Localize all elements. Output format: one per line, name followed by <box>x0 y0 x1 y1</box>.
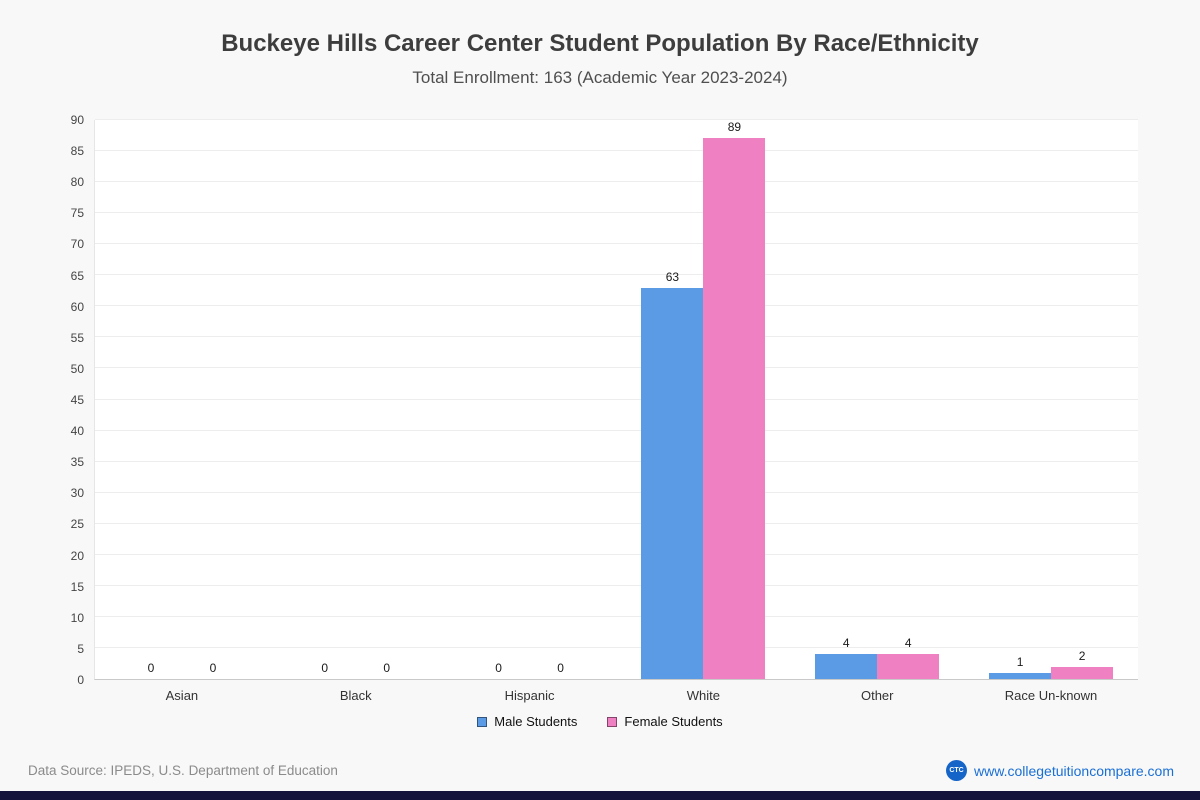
legend-item-female-students[interactable]: Female Students <box>607 714 723 729</box>
bar-slot-female-students-asian: 0 <box>182 120 244 679</box>
gridline <box>95 119 1138 120</box>
chart-subtitle: Total Enrollment: 163 (Academic Year 202… <box>412 68 788 87</box>
bar-slot-female-students-white: 89 <box>703 120 766 679</box>
y-axis-tick-label: 65 <box>70 268 84 283</box>
gridline <box>95 429 1138 431</box>
bar-value-label: 0 <box>147 661 155 675</box>
bar-slot-female-students-race-un-known: 2 <box>1051 120 1114 679</box>
bar-slot-female-students-other: 4 <box>877 120 940 679</box>
legend-label-male-students: Male Students <box>494 714 578 729</box>
bar-slot-male-students-black: 0 <box>294 120 356 679</box>
bar-slot-female-students-black: 0 <box>356 120 418 679</box>
y-axis-tick-label: 10 <box>70 610 84 625</box>
y-axis-tick-label: 40 <box>70 424 84 439</box>
bar-value-label: 89 <box>727 120 742 134</box>
y-axis-tick-label: 75 <box>70 206 84 221</box>
bottom-strip <box>0 791 1200 800</box>
gridline <box>95 274 1138 276</box>
x-axis-label-other: Other <box>860 688 894 703</box>
legend-item-male-students[interactable]: Male Students <box>477 714 577 729</box>
gridline <box>95 243 1138 245</box>
y-axis-tick-label: 85 <box>70 144 84 159</box>
y-axis-tick-label: 30 <box>70 486 84 501</box>
legend-swatch-male-students <box>477 716 488 727</box>
y-axis-tick-label: 45 <box>70 393 84 407</box>
gridline <box>95 398 1138 400</box>
gridline <box>95 367 1138 369</box>
bar-male-students-race-un-known[interactable] <box>989 672 1052 679</box>
legend-swatch-female-students <box>607 716 618 727</box>
y-axis-tick-label: 5 <box>77 641 84 656</box>
x-axis-label-race-un-known: Race Un-known <box>1004 688 1098 703</box>
y-axis-tick-label: 55 <box>70 330 84 345</box>
plot-area: 0 0 0 0 0 0 63 89 4 4 1 2 Asian Black Hispanic White Ot… <box>94 119 1138 703</box>
y-axis-tick-label: 20 <box>70 548 84 563</box>
gridline <box>95 460 1138 462</box>
data-source-note: Data Source: IPEDS, U.S. Department of E… <box>28 763 338 778</box>
gridline <box>95 305 1138 307</box>
footer-branding: CTC www.collegetuitioncompare.com <box>946 760 1174 781</box>
gridline <box>95 646 1138 648</box>
gridline <box>95 212 1138 214</box>
bar-value-label: 1 <box>1016 654 1024 669</box>
bar-female-students-race-un-known[interactable] <box>1051 666 1114 679</box>
gridline <box>95 491 1138 493</box>
y-axis-tick-label: 60 <box>70 299 84 314</box>
bar-value-label: 0 <box>383 661 391 675</box>
bar-male-students-white[interactable] <box>641 287 704 679</box>
gridline <box>95 181 1138 183</box>
bar-male-students-other[interactable] <box>815 654 878 679</box>
x-axis-label-asian: Asian <box>165 688 199 703</box>
bar-value-label: 63 <box>665 269 680 284</box>
bar-value-label: 0 <box>321 661 329 675</box>
ctc-logo-icon: CTC <box>946 760 968 781</box>
bar-slot-male-students-other: 4 <box>815 120 878 679</box>
y-axis-tick-label: 70 <box>70 237 84 252</box>
gridline <box>95 615 1138 617</box>
y-axis-tick-label: 15 <box>70 579 84 594</box>
y-axis-tick-label: 80 <box>70 175 84 190</box>
y-axis-tick-label: 0 <box>77 673 84 687</box>
y-axis: 0 5 10 15 20 25 30 35 40 45 50 55 60 65 70 75 80 85 90 <box>38 113 94 687</box>
y-axis-tick-label: 50 <box>70 361 84 376</box>
bar-value-label: 0 <box>495 661 502 675</box>
bar-female-students-other[interactable] <box>877 654 940 679</box>
bar-value-label: 2 <box>1078 648 1086 663</box>
bar-slot-male-students-white: 63 <box>641 120 704 679</box>
gridline <box>95 522 1138 524</box>
bar-value-label: 0 <box>557 661 564 675</box>
bar-value-label: 4 <box>842 636 850 651</box>
website-link[interactable]: www.collegetuitioncompare.com <box>974 762 1174 779</box>
bar-slot-male-students-asian: 0 <box>120 120 182 679</box>
x-axis-label-hispanic: Hispanic <box>504 688 555 703</box>
x-axis-label-black: Black <box>339 688 372 703</box>
y-axis-tick-label: 35 <box>70 455 84 470</box>
bar-slot-female-students-hispanic: 0 <box>530 120 592 679</box>
gridline <box>95 584 1138 586</box>
bar-slot-male-students-race-un-known: 1 <box>989 120 1052 679</box>
legend-label-female-students: Female Students <box>624 714 723 729</box>
bar-value-label: 0 <box>209 661 217 675</box>
chart-title: Buckeye Hills Career Center Student Popu… <box>221 30 979 57</box>
gridline <box>95 553 1138 555</box>
legend: Male Students Female Students <box>0 714 1200 729</box>
gridline <box>95 150 1138 152</box>
bar-female-students-white[interactable] <box>703 138 766 679</box>
bar-group-white: 63 89 <box>616 120 790 679</box>
y-axis-tick-label: 90 <box>70 113 84 127</box>
bar-slot-male-students-hispanic: 0 <box>468 120 530 679</box>
y-axis-tick-label: 25 <box>70 517 84 532</box>
bar-value-label: 4 <box>904 636 912 651</box>
x-axis-labels: Asian Black Hispanic White Other Race Un-know… <box>95 679 1138 703</box>
bars: 0 0 0 0 0 0 63 89 4 4 1 2 <box>95 120 1138 679</box>
x-axis-label-white: White <box>686 688 721 703</box>
gridline <box>95 336 1138 338</box>
